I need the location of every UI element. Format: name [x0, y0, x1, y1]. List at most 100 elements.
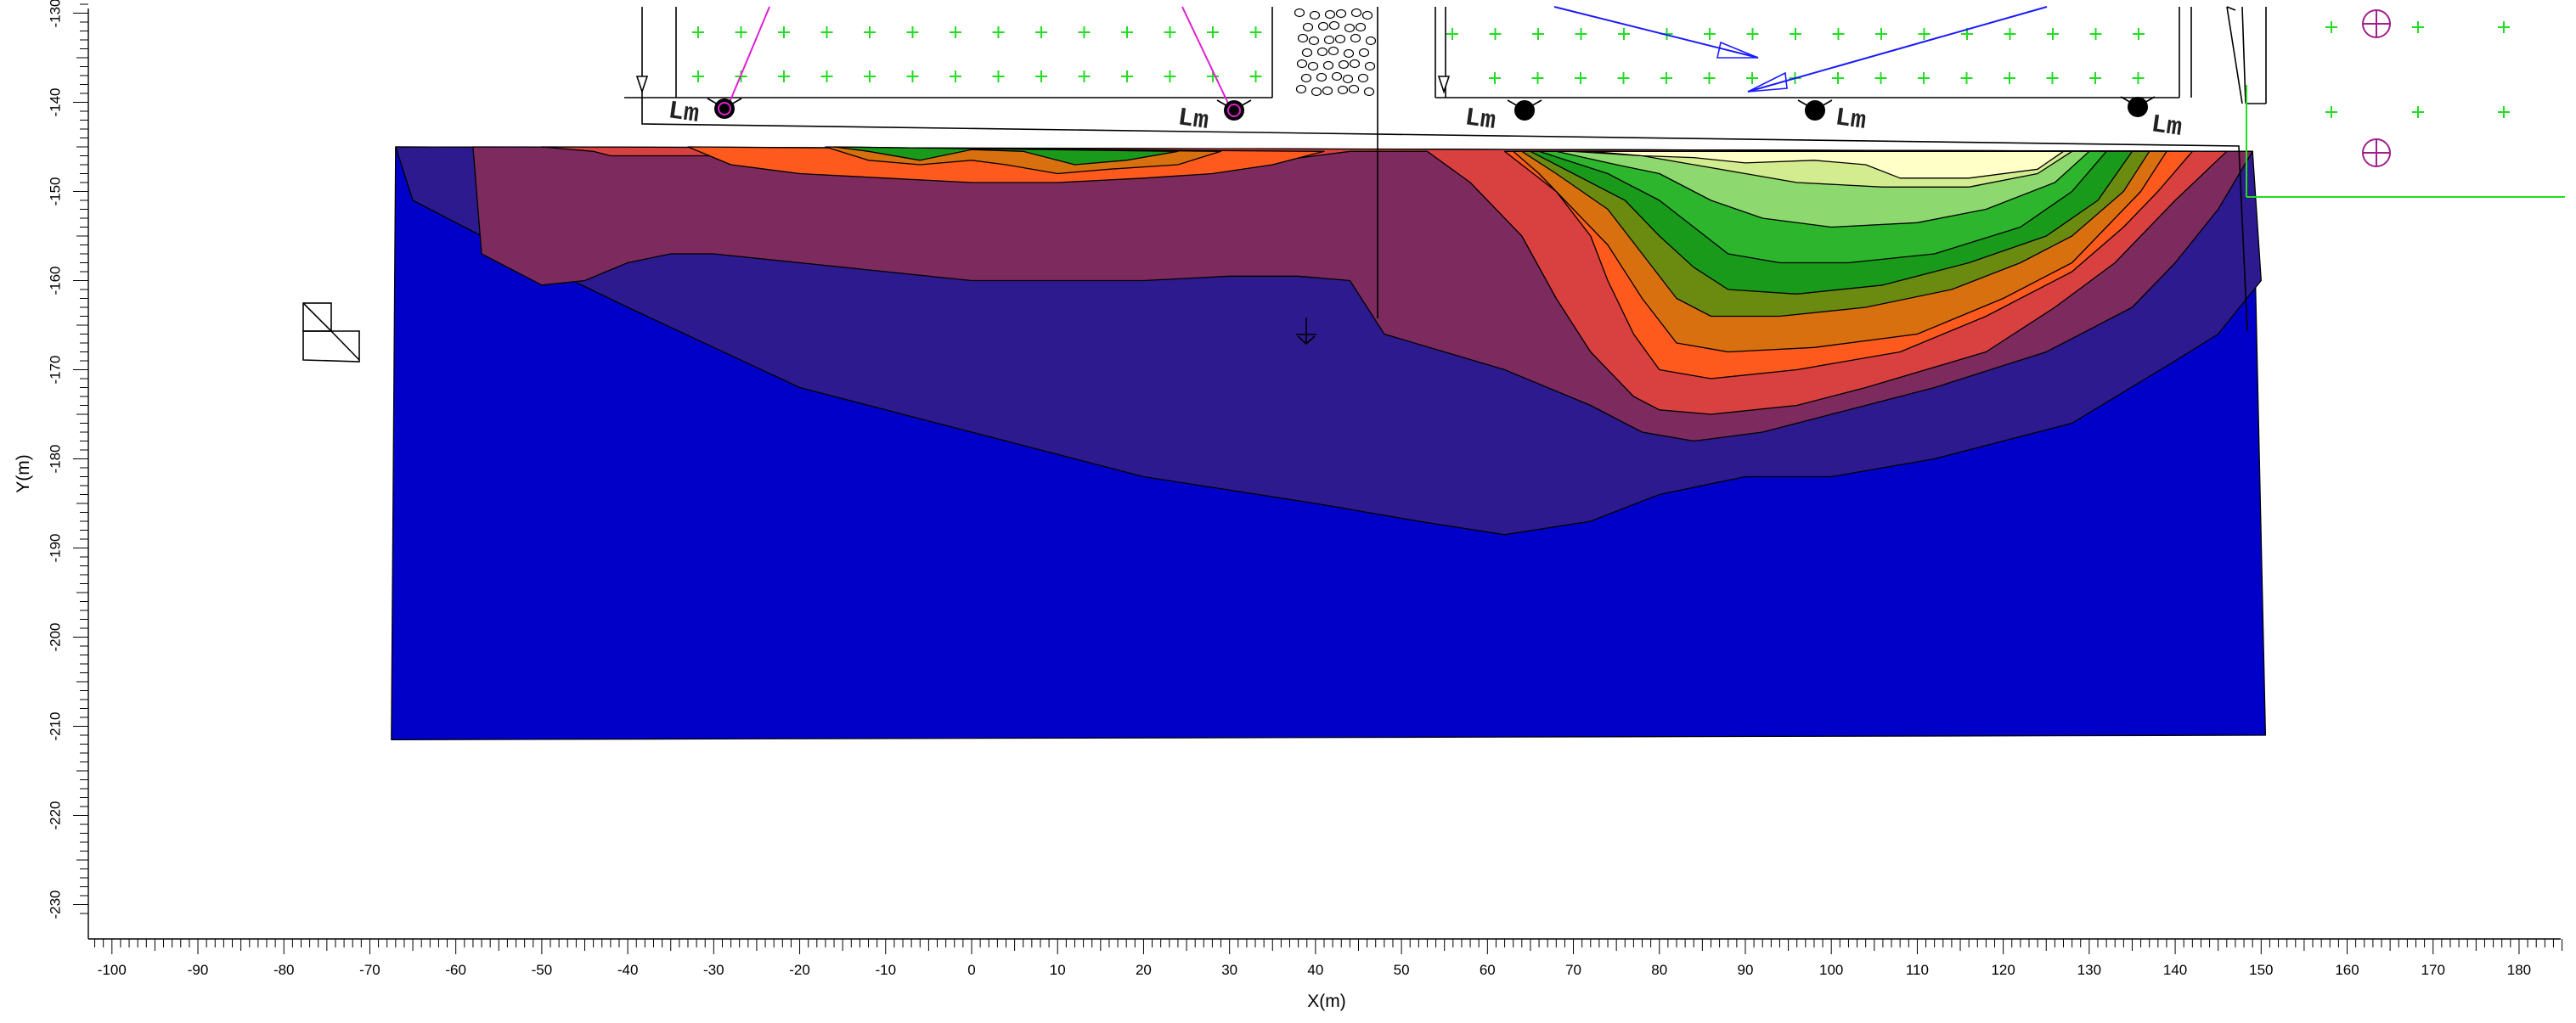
pebble-pattern [1294, 8, 1377, 97]
x-tick-label: 30 [1221, 962, 1237, 978]
pink-line [1181, 6, 1232, 111]
x-tick-label: -40 [617, 962, 639, 978]
x-tick-label: -70 [359, 962, 380, 978]
blue-arrow [1553, 6, 1759, 59]
pebble [1344, 23, 1356, 33]
pebble [1322, 60, 1334, 70]
pebble [1365, 36, 1377, 46]
pebble [1355, 22, 1367, 32]
lm-label: Lm [1463, 104, 1497, 137]
x-axis-ticks [94, 939, 2563, 954]
pink-lines [725, 6, 1232, 111]
x-tick-label: 180 [2507, 962, 2531, 978]
anchor-head-icon [1224, 100, 1244, 121]
y-axis-title: Y(m) [14, 454, 33, 493]
pebble [1337, 85, 1349, 95]
conglomerate-column [1294, 7, 1376, 97]
x-tick-label: 160 [2335, 962, 2359, 978]
pebble [1316, 47, 1328, 57]
pebble [1296, 59, 1308, 69]
pebble [1331, 71, 1343, 82]
x-tick-label: -30 [703, 962, 724, 978]
pebble [1322, 86, 1333, 96]
geology-overlay [302, 6, 2267, 363]
arrow-down-icon [635, 76, 649, 94]
pebble [1348, 84, 1360, 94]
pebble [1357, 73, 1369, 83]
x-tick-label: -100 [98, 962, 127, 978]
x-tick-label: -10 [875, 962, 896, 978]
arrow-down-icon [1437, 76, 1451, 94]
pebble [1308, 36, 1320, 46]
pebble [1327, 46, 1339, 56]
pebble [1295, 84, 1307, 94]
contour-band [833, 146, 1179, 166]
column-wall [2226, 6, 2243, 104]
arrowhead-icon [1716, 41, 1759, 59]
y-tick-label: -150 [47, 177, 63, 205]
x-tick-label: -60 [445, 962, 466, 978]
x-axis-title: X(m) [1307, 992, 1346, 1011]
pebble [1309, 10, 1321, 20]
y-tick-label: -160 [47, 266, 63, 295]
contour-layers [391, 146, 2267, 740]
x-tick-label: 130 [2077, 962, 2101, 978]
x-tick-labels: -100 -90 -80 -70 -60 -50 -40 -30 -20 -10 0 10 20 30 40… [98, 962, 2531, 978]
pebble [1317, 21, 1329, 31]
y-tick-label: -190 [47, 533, 63, 562]
pebble [1338, 59, 1350, 70]
lm-label: Lm [667, 97, 701, 130]
anchor-heads [707, 96, 2156, 121]
pebble [1297, 33, 1309, 43]
column-wall [2241, 6, 2246, 104]
anchor-icon [1297, 335, 1316, 346]
y-axis-ticks [73, 3, 88, 914]
pillar-symbol-diagonal [330, 330, 360, 361]
pebble [1328, 20, 1340, 31]
y-tick-label: -230 [47, 890, 63, 919]
anchor-head-ring [718, 102, 731, 115]
column-wall [2226, 6, 2236, 11]
pebble [1350, 8, 1362, 18]
pillar-symbol-bottom [302, 330, 360, 363]
x-tick-label: 50 [1394, 962, 1410, 978]
anchor-head-icon [2128, 97, 2148, 117]
lm-labels: Lm Lm Lm Lm Lm [667, 97, 2184, 143]
pebble [1342, 74, 1354, 84]
anchor-head-icon [1514, 100, 1535, 121]
pebble [1307, 61, 1319, 71]
x-tick-label: 80 [1651, 962, 1667, 978]
pebble [1316, 72, 1327, 82]
contour-band [1590, 150, 2065, 179]
y-tick-label: -130 [47, 0, 63, 28]
pebble [1343, 48, 1355, 59]
pebble [1358, 48, 1370, 58]
pebble [1350, 33, 1361, 43]
y-tick-label: -170 [47, 355, 63, 384]
baseline-sloping [641, 92, 2248, 332]
x-tick-label: 140 [2163, 962, 2187, 978]
x-tick-label: 60 [1480, 962, 1496, 978]
blue-arrows [1553, 6, 2048, 93]
crosshair-markers [2362, 9, 2391, 167]
x-tick-label: -90 [188, 962, 209, 978]
x-tick-label: 110 [1906, 962, 1929, 978]
anchor-head-ring [1227, 104, 1241, 117]
anchor-head-icon [1805, 100, 1825, 121]
pebble [1294, 8, 1305, 18]
lm-label: Lm [1176, 104, 1210, 137]
pink-line [725, 6, 770, 111]
y-tick-label: -180 [47, 444, 63, 473]
anchor-head-icon [714, 98, 735, 119]
x-tick-label: 40 [1307, 962, 1323, 978]
x-tick-label: 90 [1738, 962, 1754, 978]
y-tick-label: -200 [47, 622, 63, 651]
x-tick-label: 100 [1819, 962, 1843, 978]
pebble [1300, 73, 1312, 83]
x-tick-label: 150 [2249, 962, 2273, 978]
pebble [1302, 22, 1314, 32]
pebble [1324, 9, 1336, 20]
x-tick-label: 0 [967, 962, 975, 978]
